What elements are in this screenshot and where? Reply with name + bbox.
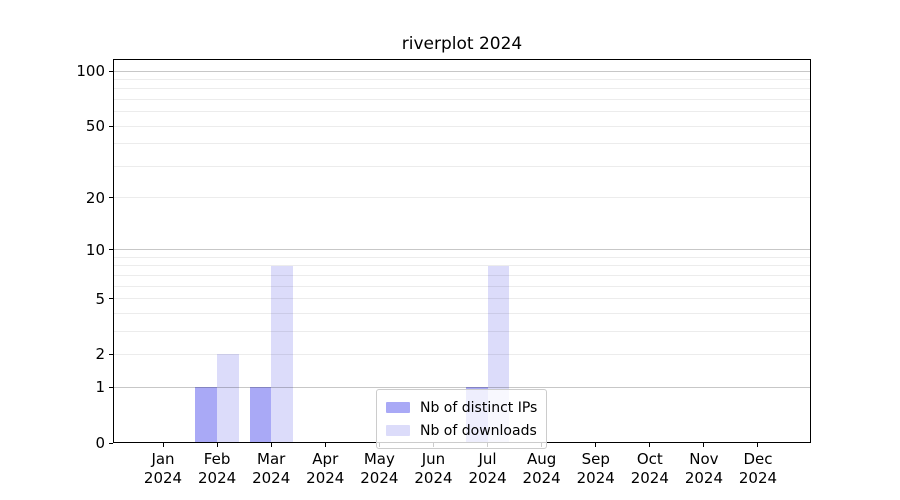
bar-feb-downloads — [217, 354, 239, 443]
x-tick-label-aug: Aug 2024 — [522, 450, 561, 487]
gridline-y-1 — [114, 386, 810, 388]
gridline-y-9 — [114, 256, 810, 258]
x-tick-label-jul: Jul 2024 — [468, 450, 507, 487]
y-tick-label-100: 100 — [76, 62, 105, 81]
x-tick-mark-apr — [324, 443, 326, 447]
y-tick-label-2: 2 — [95, 345, 105, 364]
y-tick-label-0: 0 — [95, 434, 105, 452]
x-tick-label-mar: Mar 2024 — [252, 450, 291, 487]
gridline-y-100 — [114, 70, 810, 72]
legend-item-downloads: Nb of downloads — [386, 419, 537, 442]
gridline-y-4 — [114, 312, 810, 314]
x-tick-label-oct: Oct 2024 — [630, 450, 669, 487]
x-tick-mark-nov — [703, 443, 705, 447]
y-tick-mark-1 — [109, 386, 113, 388]
x-tick-label-feb: Feb 2024 — [197, 450, 237, 487]
x-tick-label-jun: Jun 2024 — [414, 450, 453, 487]
x-tick-label-dec: Dec 2024 — [738, 450, 778, 487]
y-tick-mark-10 — [109, 249, 113, 251]
gridline-y-5 — [114, 298, 810, 300]
x-tick-mark-oct — [649, 443, 651, 447]
gridline-y-7 — [114, 274, 810, 276]
gridline-y-8 — [114, 265, 810, 267]
bar-feb-distinct-ips — [195, 387, 218, 443]
x-tick-mark-feb — [216, 443, 218, 447]
y-tick-mark-50 — [109, 125, 113, 127]
legend: Nb of distinct IPs Nb of downloads — [376, 389, 548, 449]
y-tick-mark-5 — [109, 298, 113, 300]
x-tick-mark-sep — [595, 443, 597, 447]
bar-mar-distinct-ips — [249, 387, 272, 443]
legend-swatch-downloads — [386, 425, 410, 436]
x-tick-mark-mar — [270, 443, 272, 447]
y-tick-label-5: 5 — [95, 289, 105, 308]
y-tick-mark-0 — [109, 442, 113, 444]
bar-mar-downloads — [271, 265, 293, 443]
y-tick-label-20: 20 — [85, 188, 105, 207]
gridline-y-70 — [114, 98, 810, 100]
y-tick-mark-20 — [109, 197, 113, 199]
gridline-y-20 — [114, 197, 810, 199]
y-tick-mark-100 — [109, 70, 113, 72]
legend-item-distinct-ips: Nb of distinct IPs — [386, 396, 537, 419]
gridline-y-6 — [114, 285, 810, 287]
x-tick-label-nov: Nov 2024 — [684, 450, 723, 487]
gridline-y-60 — [114, 111, 810, 113]
y-tick-label-1: 1 — [95, 378, 105, 397]
legend-label-distinct-ips: Nb of distinct IPs — [420, 399, 538, 416]
gridline-y-30 — [114, 165, 810, 167]
gridline-y-80 — [114, 88, 810, 90]
y-tick-mark-2 — [109, 353, 113, 355]
chart-title: riverplot 2024 — [401, 34, 523, 54]
gridline-y-3 — [114, 330, 810, 332]
x-tick-mark-jan — [162, 443, 164, 447]
x-tick-label-jan: Jan 2024 — [143, 450, 183, 487]
x-tick-label-sep: Sep 2024 — [576, 450, 615, 487]
gridline-y-50 — [114, 125, 810, 127]
x-tick-label-apr: Apr 2024 — [306, 450, 345, 487]
gridline-y-10 — [114, 249, 810, 251]
gridline-y-40 — [114, 143, 810, 145]
x-tick-label-may: May 2024 — [360, 450, 399, 487]
x-tick-mark-dec — [757, 443, 759, 447]
plot-frame — [113, 59, 811, 443]
legend-label-downloads: Nb of downloads — [420, 422, 537, 439]
legend-swatch-distinct-ips — [386, 402, 410, 413]
y-tick-label-50: 50 — [85, 117, 105, 136]
gridline-y-2 — [114, 353, 810, 355]
y-tick-label-10: 10 — [85, 240, 105, 259]
gridline-y-90 — [114, 78, 810, 80]
